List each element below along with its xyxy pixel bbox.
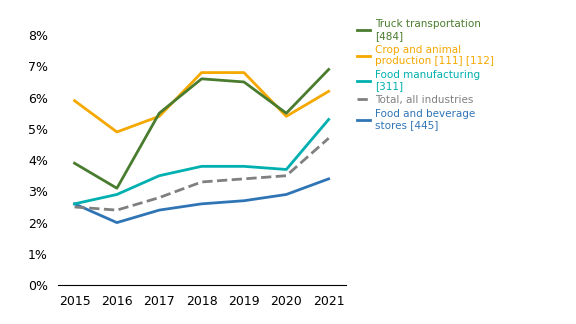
Legend: Truck transportation
[484], Crop and animal
production [111] [112], Food manufac: Truck transportation [484], Crop and ani… xyxy=(357,19,494,130)
